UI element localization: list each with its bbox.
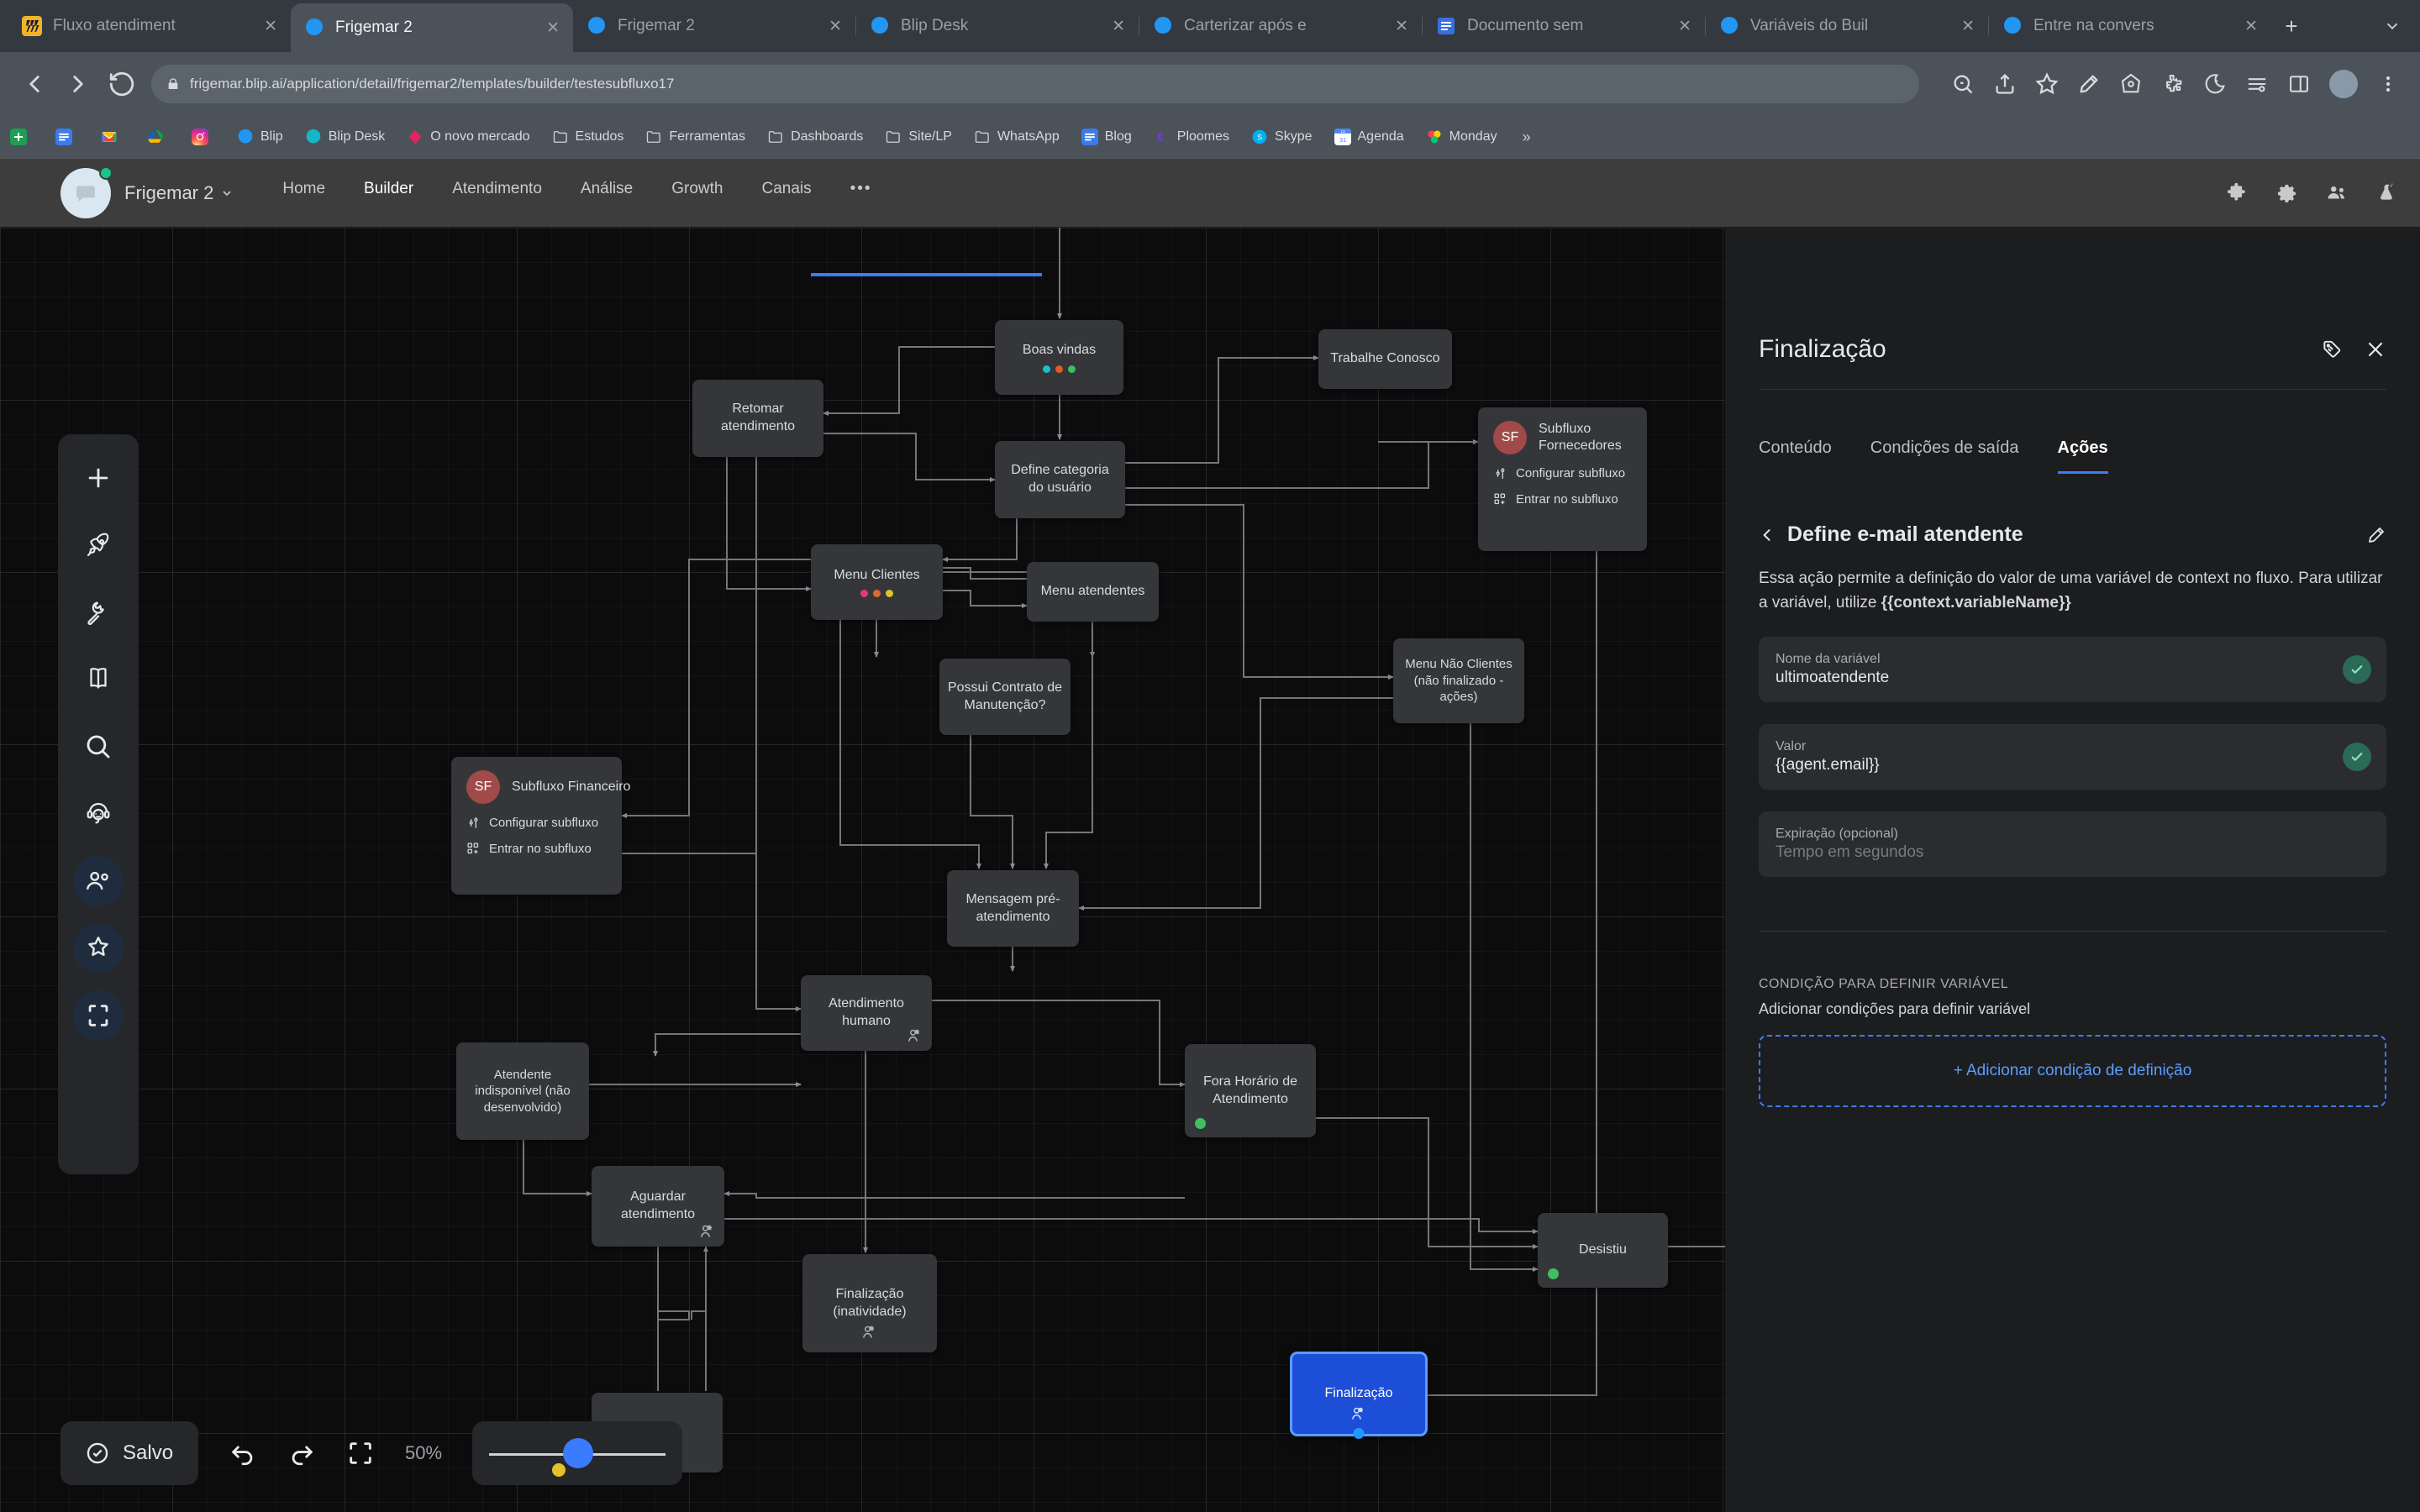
svg-text:13: 13 — [1340, 129, 1345, 134]
svg-text:31: 31 — [1339, 136, 1345, 144]
svg-text:S: S — [1257, 133, 1262, 141]
